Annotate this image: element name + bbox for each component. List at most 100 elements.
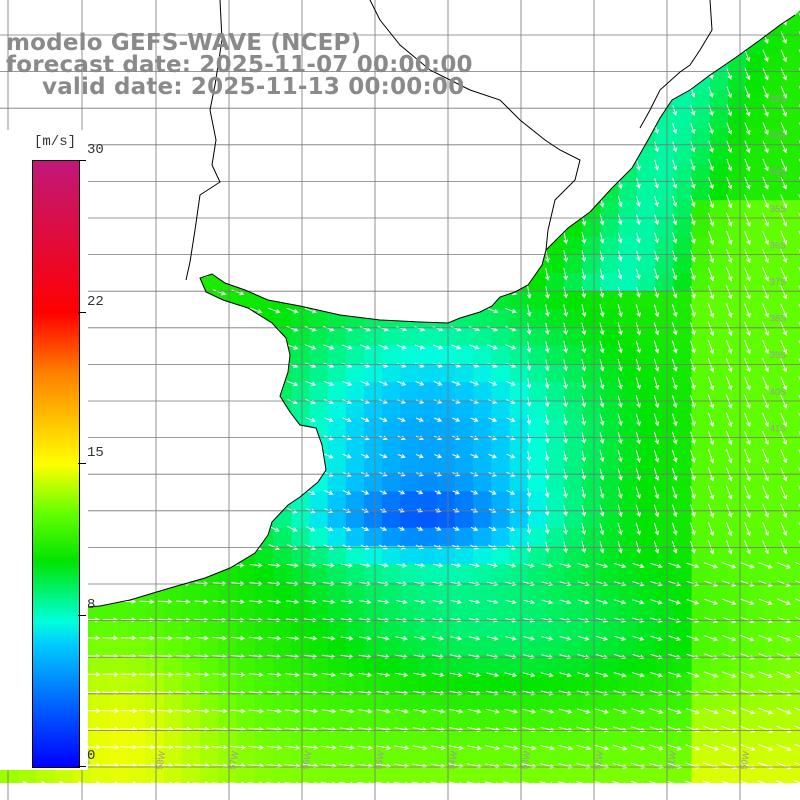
wind-arrow bbox=[776, 634, 792, 642]
wind-speed-cell bbox=[618, 236, 638, 256]
wind-speed-cell bbox=[546, 345, 565, 365]
latitude-label: 38S bbox=[770, 314, 786, 324]
wind-speed-cell bbox=[546, 382, 565, 401]
wind-speed-cell bbox=[291, 728, 310, 747]
wind-speed-cell bbox=[600, 18, 620, 37]
wind-arrow bbox=[563, 450, 568, 463]
wind-speed-cell bbox=[382, 182, 401, 201]
wind-arrow bbox=[193, 781, 210, 787]
wind-speed-cell bbox=[728, 182, 747, 201]
wind-speed-cell bbox=[364, 327, 383, 347]
wind-arrow bbox=[653, 449, 660, 463]
wind-speed-cell bbox=[345, 109, 365, 128]
wind-speed-cell bbox=[364, 455, 383, 474]
wind-speed-cell bbox=[728, 418, 747, 438]
wind-arrow bbox=[794, 580, 800, 587]
wind-arrow bbox=[563, 231, 568, 245]
wind-arrow bbox=[690, 177, 696, 190]
wind-arrow bbox=[158, 307, 172, 314]
wind-arrow bbox=[780, 67, 787, 81]
wind-speed-cell bbox=[709, 91, 729, 110]
wind-speed-cell bbox=[746, 309, 765, 329]
wind-arrow bbox=[212, 162, 227, 168]
wind-arrow bbox=[780, 122, 787, 136]
wind-speed-cell bbox=[218, 618, 238, 638]
wind-speed-cell bbox=[182, 473, 201, 492]
wind-speed-cell bbox=[455, 673, 474, 693]
wind-speed-cell bbox=[509, 91, 529, 110]
wind-speed-cell bbox=[582, 291, 602, 310]
wind-speed-cell bbox=[327, 691, 347, 711]
wind-speed-cell bbox=[455, 327, 474, 347]
wind-arrow bbox=[103, 325, 118, 332]
wind-speed-cell bbox=[673, 600, 693, 620]
wind-arrow bbox=[360, 417, 370, 423]
wind-speed-cell bbox=[163, 436, 183, 456]
wind-arrow bbox=[467, 708, 482, 714]
wind-speed-cell bbox=[200, 527, 219, 547]
wind-arrow bbox=[545, 176, 550, 191]
wind-speed-cell bbox=[382, 618, 401, 638]
wind-speed-cell bbox=[127, 254, 147, 274]
wind-speed-cell bbox=[436, 582, 456, 602]
wind-arrow bbox=[708, 50, 714, 62]
wind-speed-cell bbox=[691, 345, 711, 365]
wind-speed-cell bbox=[145, 473, 165, 492]
wind-arrow bbox=[721, 671, 737, 678]
wind-speed-cell bbox=[582, 145, 602, 165]
wind-speed-cell bbox=[546, 673, 565, 693]
wind-speed-cell bbox=[254, 218, 274, 238]
wind-arrow bbox=[176, 489, 190, 496]
wind-speed-cell bbox=[400, 163, 420, 183]
wind-speed-cell bbox=[709, 200, 729, 219]
wind-speed-cell bbox=[254, 600, 274, 620]
wind-speed-cell bbox=[491, 709, 511, 729]
wind-speed-cell bbox=[473, 582, 492, 602]
wind-arrow bbox=[193, 745, 210, 750]
wind-arrow bbox=[212, 17, 227, 23]
wind-arrow bbox=[432, 344, 444, 350]
wind-speed-cell bbox=[163, 473, 183, 492]
wind-speed-cell bbox=[163, 546, 183, 565]
wind-arrow bbox=[468, 289, 481, 296]
wind-speed-cell bbox=[746, 382, 765, 401]
wind-speed-cell bbox=[364, 673, 383, 693]
wind-arrow bbox=[776, 743, 792, 751]
wind-speed-cell bbox=[728, 364, 747, 383]
wind-speed-cell bbox=[728, 473, 747, 492]
wind-arrow bbox=[758, 653, 773, 660]
wind-arrow bbox=[322, 198, 336, 205]
wind-speed-cell bbox=[527, 582, 547, 602]
wind-speed-cell bbox=[236, 600, 256, 620]
wind-arrow bbox=[268, 489, 280, 496]
wind-arrow bbox=[396, 326, 408, 332]
wind-arrow bbox=[376, 107, 391, 114]
wind-speed-cell bbox=[236, 746, 256, 765]
wind-speed-cell bbox=[436, 327, 456, 347]
wind-speed-cell bbox=[618, 109, 638, 128]
wind-speed-cell bbox=[673, 236, 693, 256]
wind-speed-cell bbox=[182, 691, 201, 711]
wind-speed-cell bbox=[273, 182, 292, 201]
wind-speed-cell bbox=[364, 618, 383, 638]
wind-arrow bbox=[521, 744, 537, 751]
wind-arrow bbox=[672, 232, 678, 244]
wind-speed-cell bbox=[764, 218, 784, 238]
colorbar-tick-label: 8 bbox=[87, 596, 96, 613]
wind-speed-cell bbox=[436, 746, 456, 765]
wind-arrow bbox=[485, 89, 500, 95]
wind-arrow bbox=[323, 417, 334, 423]
wind-arrow bbox=[103, 289, 118, 296]
wind-speed-cell bbox=[236, 527, 256, 547]
wind-speed-cell bbox=[637, 254, 656, 274]
wind-arrow bbox=[195, 416, 208, 423]
wind-speed-cell bbox=[309, 364, 329, 383]
wind-arrow bbox=[685, 708, 700, 715]
wind-speed-cell bbox=[691, 655, 711, 674]
wind-arrow bbox=[690, 268, 696, 281]
wind-arrow bbox=[431, 235, 445, 241]
wind-speed-cell bbox=[364, 127, 383, 147]
wind-arrow bbox=[636, 196, 641, 207]
wind-speed-cell bbox=[254, 728, 274, 747]
wind-arrow bbox=[762, 194, 769, 209]
